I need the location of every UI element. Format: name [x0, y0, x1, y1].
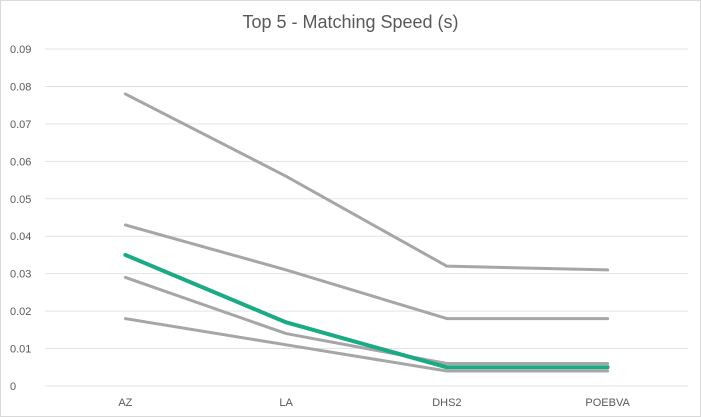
y-tick-label: 0.03: [10, 269, 31, 281]
x-tick-label: POEBVA: [585, 397, 630, 409]
series-2-line: [125, 225, 607, 319]
series-1-line: [125, 94, 607, 270]
y-tick-label: 0.08: [10, 81, 31, 93]
x-tick-label: AZ: [118, 397, 132, 409]
grid-layer: [45, 49, 688, 386]
y-tick-label: 0.09: [10, 44, 31, 56]
y-axis-ticks: 0 0.01 0.02 0.03 0.04 0.05 0.06 0.07 0.08 0.09: [10, 44, 31, 393]
x-tick-label: DHS2: [432, 397, 461, 409]
series-3-line: [125, 277, 607, 363]
y-tick-label: 0.06: [10, 156, 31, 168]
x-tick-label: LA: [279, 397, 293, 409]
y-tick-label: 0.04: [10, 231, 31, 243]
y-tick-label: 0.02: [10, 306, 31, 318]
series-layer: [125, 94, 607, 371]
y-tick-label: 0.07: [10, 119, 31, 131]
line-chart: 0 0.01 0.02 0.03 0.04 0.05 0.06 0.07 0.08 0.09 AZ…: [0, 0, 701, 417]
y-tick-label: 0.05: [10, 194, 31, 206]
y-tick-label: 0: [10, 381, 16, 393]
y-tick-label: 0.01: [10, 344, 31, 356]
x-axis-ticks: AZ LA DHS2 POEBVA: [118, 397, 630, 409]
